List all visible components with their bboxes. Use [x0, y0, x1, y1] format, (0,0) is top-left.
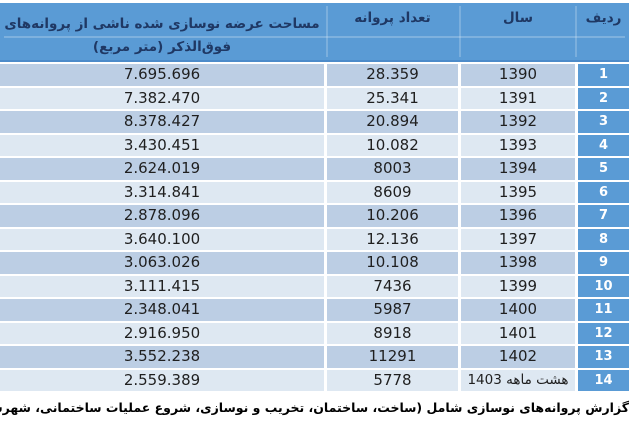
header-year-column: سال	[502, 10, 534, 26]
table-row: 2 1391 25.341 7.382.470	[0, 87, 629, 109]
row-index-cell: 5	[578, 158, 629, 180]
area-cell: 8.378.427	[0, 111, 324, 133]
permits-cell: 5778	[327, 369, 458, 391]
year-cell: 1391	[461, 87, 575, 109]
row-index-cell: 12	[578, 322, 629, 344]
header-index-column: ردیف	[585, 10, 622, 26]
area-cell: 2.916.950	[0, 322, 324, 344]
area-cell: 3.430.451	[0, 134, 324, 156]
row-index-cell: 13	[578, 346, 629, 368]
header-horizontal-divider	[4, 36, 625, 38]
area-cell: 3.063.026	[0, 252, 324, 274]
permits-cell: 12.136	[327, 228, 458, 250]
year-cell: 1402	[461, 346, 575, 368]
header-column-divider	[459, 6, 461, 57]
permits-cell: 8918	[327, 322, 458, 344]
table-row: 9 1398 10.108 3.063.026	[0, 252, 629, 274]
table-row: 11 1400 5987 2.348.041	[0, 299, 629, 321]
row-index-cell: 14	[578, 369, 629, 391]
row-index-cell: 11	[578, 299, 629, 321]
table-header: ردیف سال تعداد پروانه مساحت عرضه نوسازی …	[0, 3, 629, 62]
table-row: 10 1399 7436 3.111.415	[0, 275, 629, 297]
header-column-divider	[326, 6, 328, 57]
permits-cell: 25.341	[327, 87, 458, 109]
permits-cell: 11291	[327, 346, 458, 368]
table-row: 13 1402 11291 3.552.238	[0, 346, 629, 368]
year-cell: 1393	[461, 134, 575, 156]
area-cell: 3.111.415	[0, 275, 324, 297]
row-index-cell: 7	[578, 205, 629, 227]
year-cell: 1395	[461, 181, 575, 203]
header-area-line1: مساحت عرضه نوسازی شده ناشی از پروانه‌های	[4, 15, 320, 32]
area-cell: 7.695.696	[0, 64, 324, 86]
row-index-cell: 10	[578, 275, 629, 297]
year-cell: هشت ماهه 1403	[461, 369, 575, 391]
area-cell: 2.559.389	[0, 369, 324, 391]
table-row: 5 1394 8003 2.624.019	[0, 158, 629, 180]
year-cell: 1399	[461, 275, 575, 297]
header-area-line2: فوق‌الذکر (متر مربع)	[92, 38, 232, 55]
year-cell: 1398	[461, 252, 575, 274]
table-body: 1 1390 28.359 7.695.696 2 1391 25.341 7.…	[0, 64, 629, 391]
header-permits-column: تعداد پروانه	[354, 10, 431, 26]
permits-cell: 7436	[327, 275, 458, 297]
table-row: 7 1396 10.206 2.878.096	[0, 205, 629, 227]
area-cell: 2.624.019	[0, 158, 324, 180]
permits-cell: 8609	[327, 181, 458, 203]
header-area-column: مساحت عرضه نوسازی شده ناشی از پروانه‌های…	[0, 3, 324, 60]
header-column-divider	[575, 6, 577, 57]
table-row: 6 1395 8609 3.314.841	[0, 181, 629, 203]
table-row: 3 1392 20.894 8.378.427	[0, 111, 629, 133]
permits-cell: 10.108	[327, 252, 458, 274]
area-cell: 2.878.096	[0, 205, 324, 227]
permits-cell: 28.359	[327, 64, 458, 86]
year-cell: 1394	[461, 158, 575, 180]
year-cell: 1392	[461, 111, 575, 133]
row-index-cell: 1	[578, 64, 629, 86]
table-row: 12 1401 8918 2.916.950	[0, 322, 629, 344]
year-cell: 1397	[461, 228, 575, 250]
area-cell: 3.314.841	[0, 181, 324, 203]
row-index-cell: 2	[578, 87, 629, 109]
row-index-cell: 6	[578, 181, 629, 203]
table-row: 14 هشت ماهه 1403 5778 2.559.389	[0, 369, 629, 391]
table-row: 1 1390 28.359 7.695.696	[0, 64, 629, 86]
permits-cell: 10.206	[327, 205, 458, 227]
permits-cell: 8003	[327, 158, 458, 180]
permits-cell: 5987	[327, 299, 458, 321]
table-caption: گزارش پروانه‌های نوسازی شامل (ساخت، ساخت…	[0, 400, 629, 415]
row-index-cell: 8	[578, 228, 629, 250]
year-cell: 1396	[461, 205, 575, 227]
area-cell: 2.348.041	[0, 299, 324, 321]
year-cell: 1390	[461, 64, 575, 86]
table-row: 4 1393 10.082 3.430.451	[0, 134, 629, 156]
area-cell: 3.552.238	[0, 346, 324, 368]
permits-cell: 20.894	[327, 111, 458, 133]
year-cell: 1400	[461, 299, 575, 321]
row-index-cell: 9	[578, 252, 629, 274]
row-index-cell: 4	[578, 134, 629, 156]
area-cell: 3.640.100	[0, 228, 324, 250]
table-row: 8 1397 12.136 3.640.100	[0, 228, 629, 250]
area-cell: 7.382.470	[0, 87, 324, 109]
year-cell: 1401	[461, 322, 575, 344]
row-index-cell: 3	[578, 111, 629, 133]
permits-cell: 10.082	[327, 134, 458, 156]
